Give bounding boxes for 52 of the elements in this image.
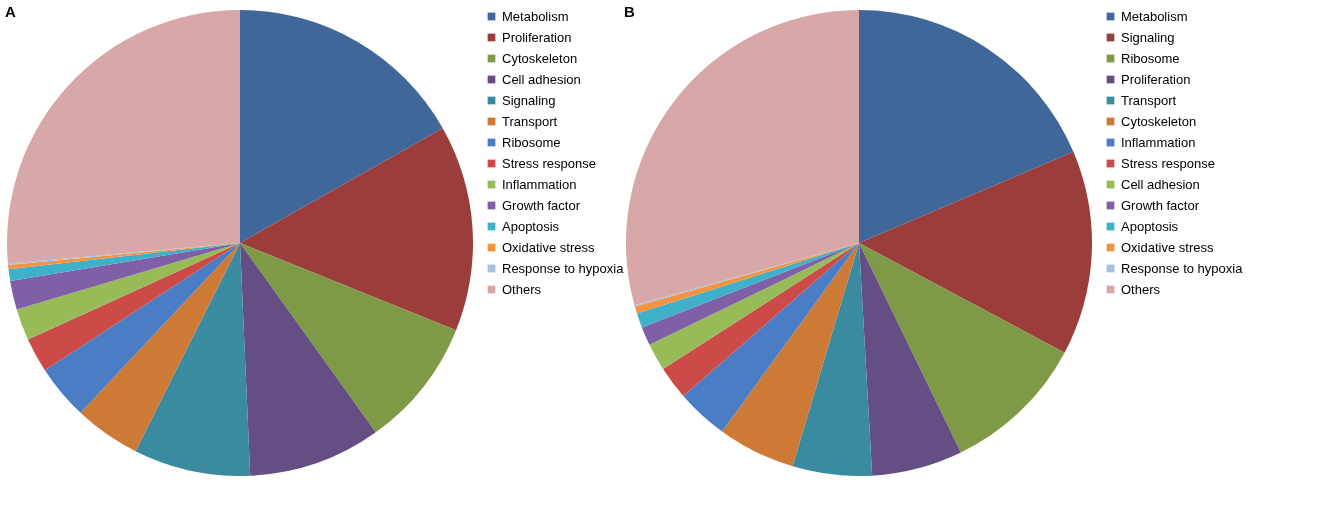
pie-slice [859, 243, 961, 476]
legend-label: Cell adhesion [1121, 176, 1200, 192]
legend-label: Inflammation [502, 176, 577, 192]
legend-label: Oxidative stress [502, 239, 595, 255]
legend-label: Metabolism [1121, 8, 1188, 24]
pie-slice [859, 10, 1074, 243]
pie-slice [636, 243, 859, 328]
pie-slice [135, 243, 251, 476]
legend-label: Cytoskeleton [502, 50, 578, 66]
legend-label: Oxidative stress [1121, 239, 1214, 255]
legend-label: Others [502, 281, 542, 297]
legend-label: Response to hypoxia [502, 260, 625, 276]
pie-slice [641, 243, 859, 345]
pie-slice [16, 243, 240, 340]
legend-label: Growth factor [502, 197, 581, 213]
pie-slice [27, 243, 240, 371]
chart-title: B [624, 3, 635, 20]
pie-slice [44, 243, 240, 413]
pie-slice [240, 10, 443, 243]
legend-label: Proliferation [1121, 71, 1191, 87]
pie-slice [859, 243, 1065, 453]
pie-slice [240, 243, 457, 433]
legend-label: Transport [502, 113, 558, 129]
legend-label: Inflammation [1121, 134, 1196, 150]
legend-label: Ribosome [502, 134, 561, 150]
pie-slice [8, 243, 240, 281]
pie-slice [240, 128, 473, 331]
legend-label: Apoptosis [502, 218, 560, 234]
legend-label: Proliferation [502, 29, 572, 45]
legend-label: Growth factor [1121, 197, 1200, 213]
legend-label: Stress response [502, 155, 596, 171]
pie-slice [663, 243, 859, 396]
pie-slice [240, 243, 376, 476]
legend-label: Response to hypoxia [1121, 260, 1244, 276]
pie-slice [722, 243, 859, 467]
legend-label: Ribosome [1121, 50, 1180, 66]
legend-label: Transport [1121, 92, 1177, 108]
legend-label: Cell adhesion [502, 71, 581, 87]
pie-slice [792, 243, 873, 476]
pie-slice [80, 243, 240, 452]
legend-label: Metabolism [502, 8, 569, 24]
pie-slice [649, 243, 859, 370]
legend-label: Others [1121, 281, 1161, 297]
legend-label: Signaling [1121, 29, 1175, 45]
legend-label: Cytoskeleton [1121, 113, 1197, 129]
legend-label: Stress response [1121, 155, 1215, 171]
pie-slice [10, 243, 240, 310]
chart-title: A [5, 3, 16, 20]
pie-slice [859, 151, 1092, 353]
legend-label: Apoptosis [1121, 218, 1179, 234]
pie-slice [683, 243, 859, 432]
legend-label: Signaling [502, 92, 556, 108]
